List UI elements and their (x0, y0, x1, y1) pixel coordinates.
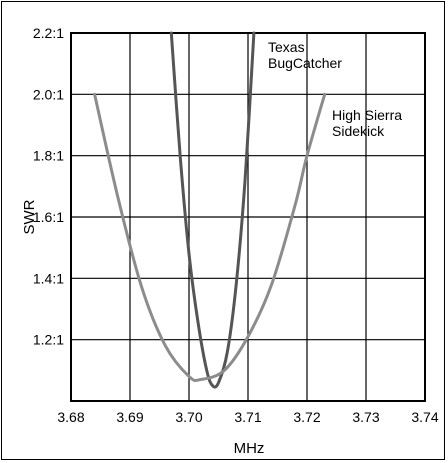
y-tick-label: 1.4:1 (33, 270, 64, 286)
series-layer (93, 31, 327, 389)
y-tick-label: 2.0:1 (33, 86, 64, 102)
x-tick-label: 3.74 (411, 409, 438, 425)
series-line-1 (93, 92, 327, 382)
plot-area-border (70, 32, 426, 402)
y-tick-labels: 1.2:1 1.4:1 1.6:1 1.8:1 2.0:1 2.2:1 (33, 25, 64, 348)
x-axis-label: MHz (234, 440, 265, 457)
series-labels: Texas BugCatcher High Sierra Sidekick (268, 39, 402, 139)
series-label: High Sierra Sidekick (332, 107, 402, 139)
y-tick-label: 1.6:1 (33, 209, 64, 225)
grid-lines (71, 33, 425, 401)
x-tick-label: 3.72 (293, 409, 320, 425)
y-tick-label: 2.2:1 (33, 25, 64, 41)
x-tick-label: 3.70 (175, 409, 202, 425)
series-label: Texas BugCatcher (268, 39, 342, 71)
y-tick-label: 1.8:1 (33, 148, 64, 164)
series-line-0 (169, 31, 256, 389)
x-tick-label: 3.73 (352, 409, 379, 425)
x-tick-labels: 3.68 3.69 3.70 3.71 3.72 3.73 3.74 (57, 409, 438, 425)
x-tick-label: 3.71 (234, 409, 261, 425)
x-tick-label: 3.68 (57, 409, 84, 425)
x-tick-label: 3.69 (116, 409, 143, 425)
y-tick-label: 1.2:1 (33, 332, 64, 348)
y-axis-label: SWR (21, 199, 38, 234)
